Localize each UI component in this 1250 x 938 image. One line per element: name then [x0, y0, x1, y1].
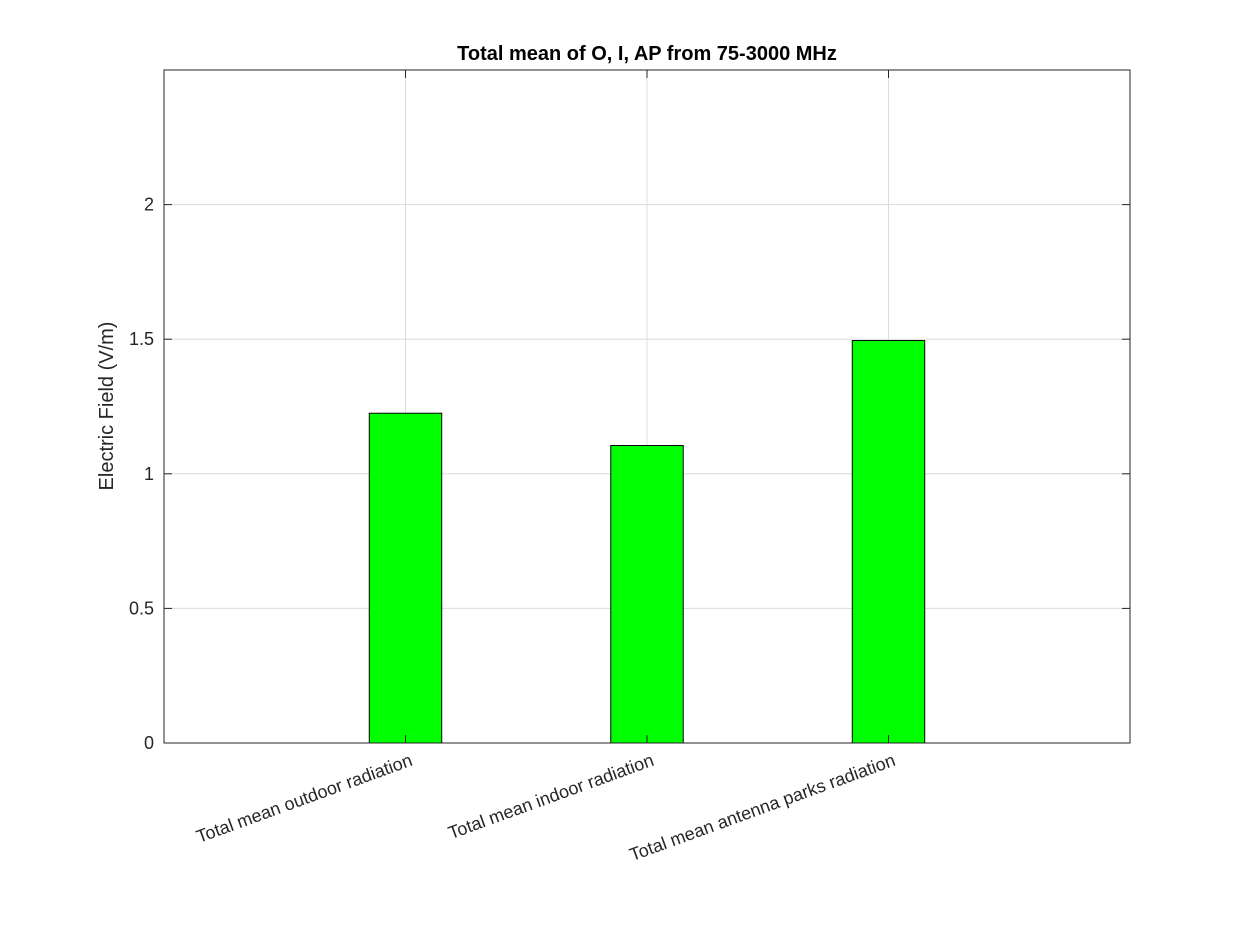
chart-title: Total mean of O, I, AP from 75-3000 MHz	[457, 43, 837, 65]
y-tick-label: 1	[144, 464, 154, 484]
y-tick-label: 1.5	[129, 329, 154, 349]
bar	[851, 340, 926, 744]
bar	[610, 445, 684, 744]
y-axis-label: Electric Field (V/m)	[96, 322, 118, 491]
axis-ticks	[164, 70, 1130, 744]
bars	[368, 340, 926, 744]
y-tick-label: 0	[144, 733, 154, 753]
bar	[368, 412, 443, 744]
y-tick-label: 0.5	[129, 598, 154, 618]
y-tick-label: 2	[144, 195, 154, 215]
